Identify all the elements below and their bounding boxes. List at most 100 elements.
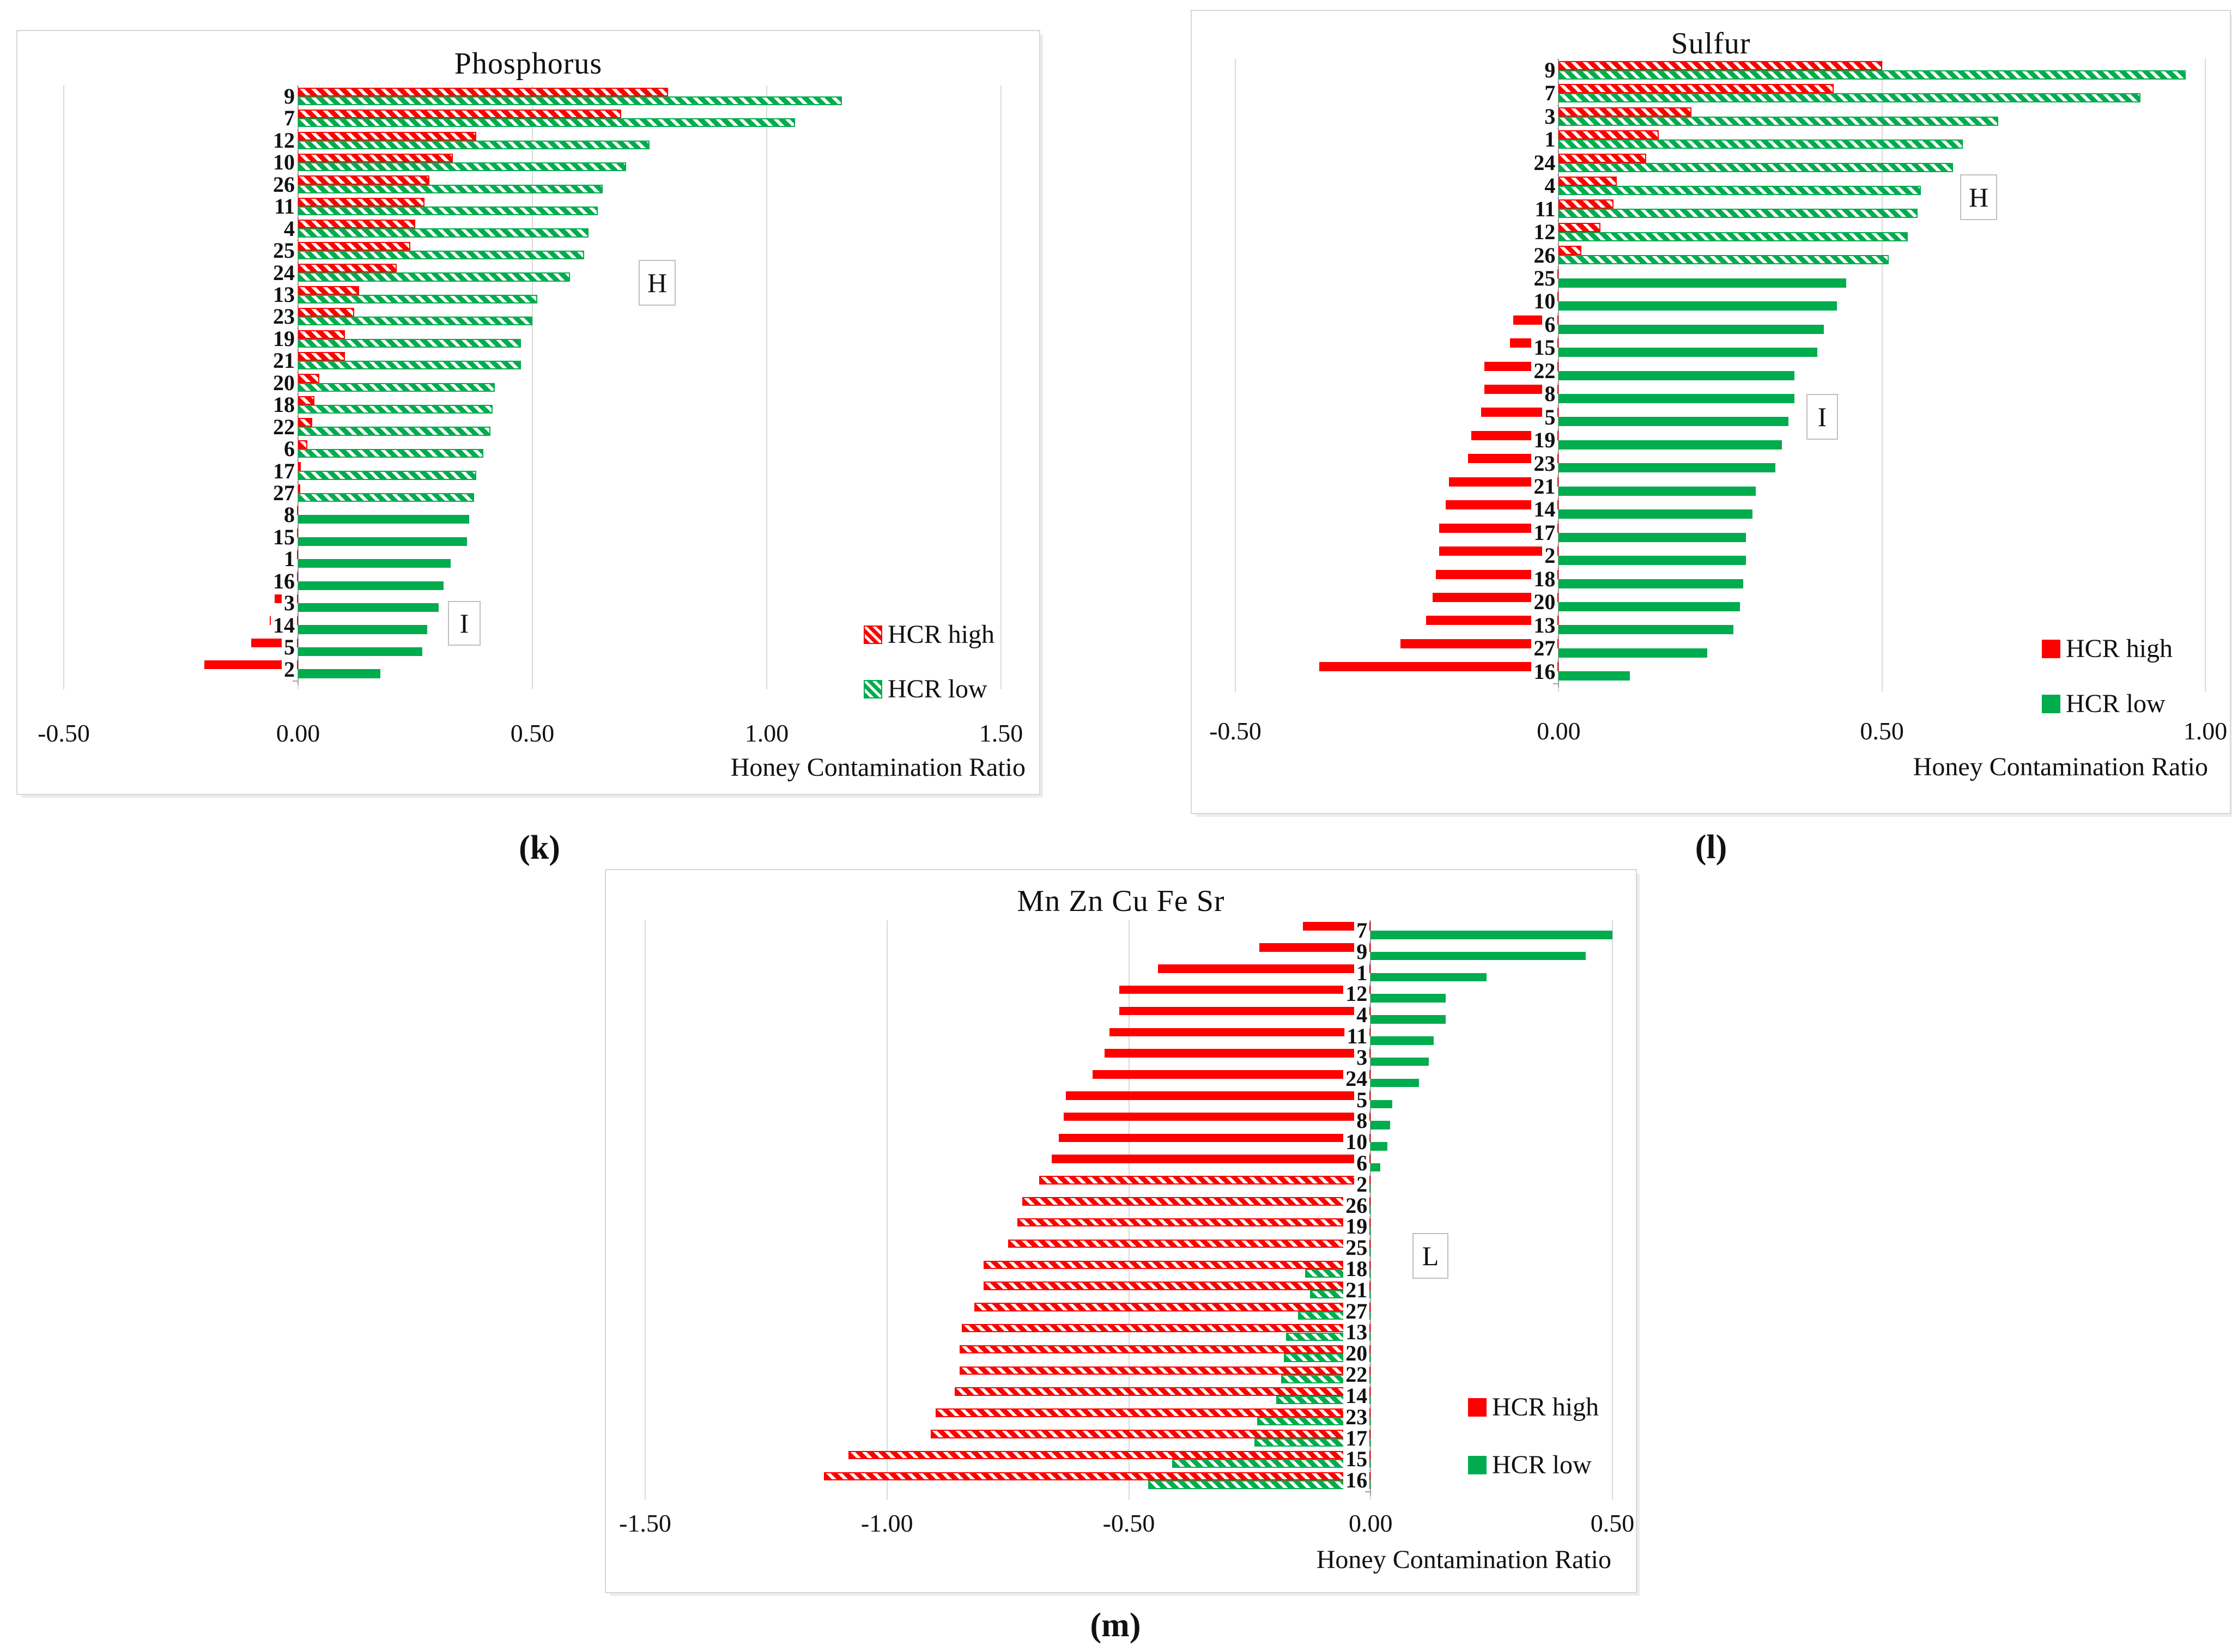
category-label: 24: [1343, 1067, 1370, 1090]
bar-hcr-low: [1558, 417, 1788, 427]
bar-hcr-low: [1558, 70, 2186, 80]
bar-hcr-high: [1400, 639, 1559, 648]
bar-hcr-low: [298, 338, 521, 348]
bar-hcr-low: [298, 361, 521, 370]
category-label: 2: [1354, 1173, 1370, 1195]
category-label: 27: [1531, 636, 1558, 660]
legend: HCR high HCR low: [1468, 1392, 1599, 1480]
bar-hcr-low: [298, 537, 467, 546]
bar-hcr-low: [1257, 1417, 1371, 1426]
bar-hcr-high: [1439, 546, 1559, 556]
bar-hcr-high: [1303, 922, 1371, 931]
bar-hcr-high: [1558, 153, 1646, 163]
category-label: 22: [271, 416, 297, 439]
bar-hcr-low: [1558, 301, 1837, 311]
bar-hcr-low: [1370, 1015, 1446, 1024]
category-label: 15: [271, 526, 297, 549]
category-label: 15: [1343, 1448, 1370, 1471]
bar-hcr-low: [1370, 994, 1446, 1003]
gridline: [1881, 59, 1883, 692]
bar-hcr-high: [1063, 1112, 1371, 1121]
bar-hcr-high: [298, 241, 411, 251]
x-tick-label: 0.50: [1860, 717, 1904, 745]
category-label: 19: [271, 327, 297, 350]
gridline: [1612, 920, 1613, 1500]
bar-hcr-low: [1558, 463, 1775, 473]
bar-hcr-low: [1558, 255, 1889, 265]
bar-hcr-low: [1558, 556, 1746, 566]
cluster-label-h-box: H: [639, 260, 676, 306]
bar-hcr-high: [298, 330, 345, 339]
category-label: 11: [272, 195, 297, 218]
x-tick-label: -0.50: [1102, 1509, 1155, 1537]
bar-hcr-high: [1558, 60, 1882, 70]
bar-hcr-low: [1370, 973, 1487, 982]
mn-zn-cu-fe-sr-chart-panel: Mn Zn Cu Fe Sr -1.50 -1.00 -0.50 0.00 0.50 7 9…: [605, 869, 1637, 1593]
bar-hcr-low: [298, 603, 439, 612]
category-label: 11: [1344, 1025, 1370, 1047]
bar-hcr-high: [1439, 523, 1559, 533]
bar-hcr-high: [984, 1260, 1371, 1270]
bar-hcr-high: [1259, 943, 1371, 952]
bar-hcr-high: [955, 1387, 1371, 1396]
category-label: 17: [1531, 521, 1558, 545]
cluster-label-l-box: L: [1412, 1233, 1448, 1279]
category-label: 2: [1542, 544, 1558, 568]
bar-hcr-low: [1558, 116, 1999, 126]
x-tick-label: 1.00: [2183, 717, 2228, 745]
bar-hcr-high: [298, 131, 476, 141]
category-label: 26: [271, 173, 297, 196]
bar-hcr-high: [1435, 569, 1559, 579]
category-label: 15: [1531, 336, 1558, 360]
bar-hcr-high: [298, 175, 429, 185]
category-label: 14: [271, 614, 297, 637]
category-label: 18: [271, 393, 297, 416]
category-label: 24: [1531, 151, 1558, 175]
bar-hcr-low: [1558, 579, 1743, 588]
bar-hcr-high: [298, 286, 359, 295]
bar-hcr-low: [1558, 509, 1753, 519]
bar-hcr-high: [1022, 1197, 1371, 1206]
bar-hcr-low: [298, 317, 532, 326]
category-label: 26: [1531, 244, 1558, 267]
category-label: 1: [1542, 127, 1558, 151]
bar-hcr-high: [974, 1303, 1371, 1311]
bar-hcr-high: [1119, 1006, 1371, 1016]
hcr-low-swatch-icon: [864, 679, 882, 699]
bar-hcr-low: [298, 140, 650, 149]
category-label: 5: [1542, 405, 1558, 429]
x-tick-label: 1.50: [979, 719, 1023, 747]
bar-hcr-high: [824, 1472, 1371, 1481]
category-label: 27: [271, 482, 297, 505]
legend-item-hcr-low: HCR low: [1468, 1450, 1599, 1480]
bar-hcr-high: [1432, 593, 1559, 602]
bar-hcr-low: [1558, 532, 1746, 542]
legend: HCR high HCR low: [864, 620, 994, 704]
bar-hcr-high: [935, 1408, 1371, 1417]
bar-hcr-low: [298, 448, 483, 458]
category-label: 9: [1354, 940, 1370, 963]
x-tick-label: -0.50: [38, 719, 90, 747]
category-label: 2: [282, 658, 297, 681]
bar-hcr-high: [1448, 477, 1559, 487]
legend-label: HCR low: [888, 675, 987, 703]
category-label: 10: [1531, 289, 1558, 313]
bar-hcr-high: [959, 1366, 1371, 1375]
zero-axis-line: [1370, 920, 1372, 1496]
bar-hcr-high: [1008, 1239, 1371, 1248]
legend-item-hcr-low: HCR low: [2042, 689, 2173, 719]
gridline: [63, 86, 64, 689]
category-label: 8: [282, 503, 297, 526]
bar-hcr-high: [1481, 408, 1559, 417]
category-label: 5: [1354, 1089, 1370, 1111]
bar-hcr-high: [298, 418, 312, 427]
category-label: 21: [1531, 475, 1558, 499]
bar-hcr-low: [1558, 93, 2141, 103]
bar-hcr-high: [930, 1430, 1371, 1438]
cluster-label-i-box: I: [1806, 394, 1838, 440]
category-label: 27: [1343, 1300, 1370, 1322]
category-label: 18: [1343, 1258, 1370, 1280]
bar-hcr-high: [204, 660, 298, 670]
bar-hcr-low: [1558, 602, 1740, 611]
